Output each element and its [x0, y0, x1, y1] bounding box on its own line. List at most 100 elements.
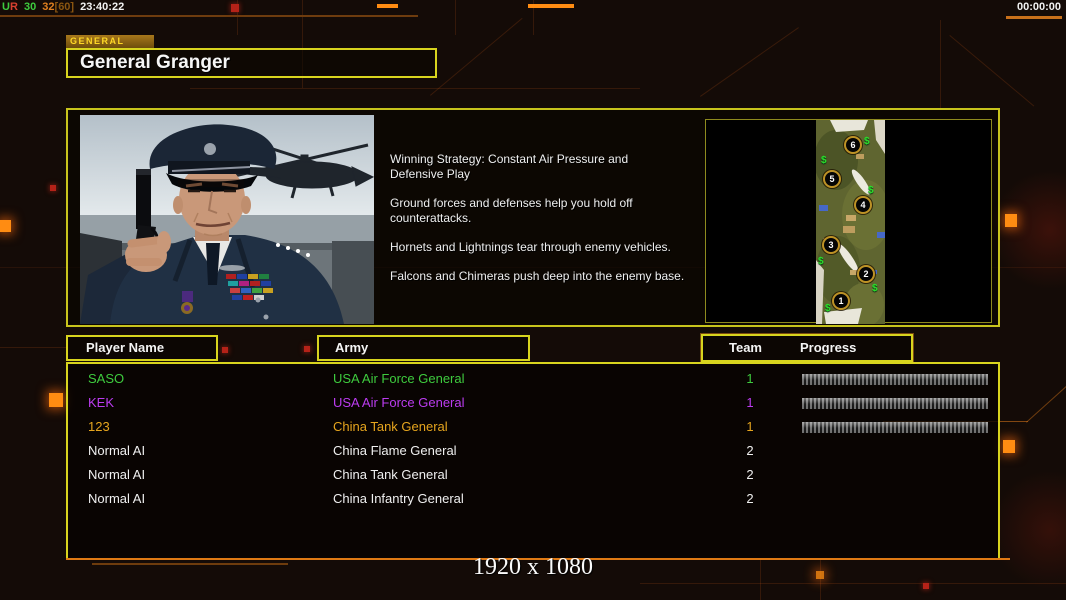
- helicopter-silhouette: [226, 139, 374, 199]
- decor-square: [231, 4, 239, 12]
- player-team: 2: [746, 443, 754, 458]
- resolution-label: 1920 x 1080: [473, 554, 593, 580]
- column-header-player-name: Player Name: [66, 335, 218, 361]
- grid-line: [190, 88, 640, 89]
- player-name: Normal AI: [88, 443, 146, 458]
- decor-square: [50, 185, 56, 191]
- player-name: Normal AI: [88, 467, 146, 482]
- overlay-letter-u: U: [2, 1, 10, 13]
- map-start-position-5: 5: [823, 170, 841, 188]
- decor-square: [1005, 214, 1017, 227]
- player-row: Normal AI China Tank General 2: [68, 463, 998, 487]
- player-army: China Tank General: [333, 419, 448, 434]
- column-header-team: Team: [729, 340, 762, 355]
- player-team: 2: [746, 467, 754, 482]
- player-row: SASO USA Air Force General 1: [68, 367, 998, 391]
- general-info-panel: Winning Strategy: Constant Air Pressure …: [66, 108, 1000, 327]
- player-name: SASO: [88, 371, 125, 386]
- map-preview-box: 1 2 3 4 5 6 $ $ $ $ $ $: [705, 119, 992, 324]
- rank-stars: [276, 243, 310, 257]
- decor-line: [377, 4, 398, 8]
- decor-line: [0, 15, 418, 17]
- grid-line: [949, 35, 1035, 107]
- player-army: USA Air Force General: [333, 371, 465, 386]
- strategy-paragraph: Falcons and Chimeras push deep into the …: [390, 269, 685, 283]
- general-tab-label: GENERAL: [66, 35, 154, 48]
- player-row: Normal AI China Flame General 2: [68, 439, 998, 463]
- decor-square: [923, 583, 929, 589]
- map-preview: 1 2 3 4 5 6 $ $ $ $ $ $: [816, 120, 885, 324]
- map-start-position-1: 1: [832, 292, 850, 310]
- player-team: 2: [746, 491, 754, 506]
- clock-value: 23:40:22: [80, 1, 125, 13]
- decor-square: [1003, 440, 1015, 453]
- grid-line: [700, 27, 799, 97]
- fps-alt-value: 32: [42, 1, 55, 13]
- player-name: 123: [88, 419, 110, 434]
- supply-dock-icon: $: [821, 155, 827, 166]
- supply-dock-icon: $: [868, 185, 874, 196]
- decor-line: [528, 4, 574, 8]
- general-figure: [80, 124, 344, 324]
- grid-line: [430, 17, 523, 96]
- grid-line: [302, 0, 303, 88]
- grid-line: [640, 583, 1066, 584]
- supply-dock-icon: $: [864, 136, 870, 147]
- decor-square: [0, 220, 11, 232]
- general-title-box: General Granger: [66, 48, 437, 78]
- map-markers-layer: 1 2 3 4 5 6 $ $ $ $ $ $: [816, 120, 885, 324]
- decor-square: [816, 571, 824, 579]
- grid-line: [820, 558, 821, 600]
- grid-line: [0, 347, 66, 348]
- map-start-position-3: 3: [822, 236, 840, 254]
- player-rows: SASO USA Air Force General 1 KEK USA Air For…: [68, 367, 998, 511]
- strategy-paragraph: Hornets and Lightnings tear through enem…: [390, 240, 671, 254]
- overlay-letter-r: R: [9, 1, 18, 13]
- performance-overlay: UR 30 32[60] 23:40:22: [2, 1, 127, 14]
- grid-line: [940, 20, 941, 110]
- strategy-paragraph: Ground forces and defenses help you hold…: [390, 196, 633, 225]
- player-row: KEK USA Air Force General 1: [68, 391, 998, 415]
- column-header-team-progress: Team Progress: [700, 333, 914, 363]
- grid-line: [92, 563, 288, 565]
- fps-cap: [60]: [54, 1, 75, 13]
- strategy-paragraph: Winning Strategy: Constant Air Pressure …: [390, 152, 629, 181]
- decor-line: [1006, 16, 1062, 19]
- grid-line: [455, 0, 456, 35]
- players-panel: SASO USA Air Force General 1 KEK USA Air For…: [66, 362, 1000, 558]
- supply-dock-icon: $: [818, 256, 824, 267]
- supply-dock-icon: $: [872, 283, 878, 294]
- player-name: Normal AI: [88, 491, 146, 506]
- decor-square: [222, 347, 228, 353]
- grid-line: [533, 0, 534, 35]
- fps-value: 30: [23, 1, 37, 13]
- glow-decoration: [990, 170, 1066, 290]
- player-row: 123 China Tank General 1: [68, 415, 998, 439]
- player-army: China Tank General: [333, 467, 448, 482]
- decor-square: [304, 346, 310, 352]
- player-team: 1: [746, 371, 754, 386]
- load-progress-bar: [802, 374, 988, 385]
- map-start-position-6: 6: [844, 136, 862, 154]
- map-start-position-2: 2: [857, 265, 875, 283]
- strategy-text: Winning Strategy: Constant Air Pressure …: [390, 152, 695, 298]
- player-team: 1: [746, 419, 754, 434]
- player-army: China Flame General: [333, 443, 457, 458]
- supply-dock-icon: $: [825, 303, 831, 314]
- player-team: 1: [746, 395, 754, 410]
- general-portrait: [80, 115, 374, 324]
- column-header-army: Army: [317, 335, 530, 361]
- player-army: USA Air Force General: [333, 395, 465, 410]
- general-name: General Granger: [80, 52, 230, 73]
- column-header-progress: Progress: [800, 340, 857, 355]
- player-army: China Infantry General: [333, 491, 464, 506]
- player-name: KEK: [88, 395, 115, 410]
- grid-line: [760, 558, 761, 600]
- grid-line: [1026, 385, 1066, 423]
- grid-line: [237, 0, 238, 35]
- match-timer: 00:00:00: [1016, 1, 1061, 13]
- player-row: Normal AI China Infantry General 2: [68, 487, 998, 511]
- ribbon-rack: [226, 274, 273, 300]
- decor-square: [49, 393, 63, 407]
